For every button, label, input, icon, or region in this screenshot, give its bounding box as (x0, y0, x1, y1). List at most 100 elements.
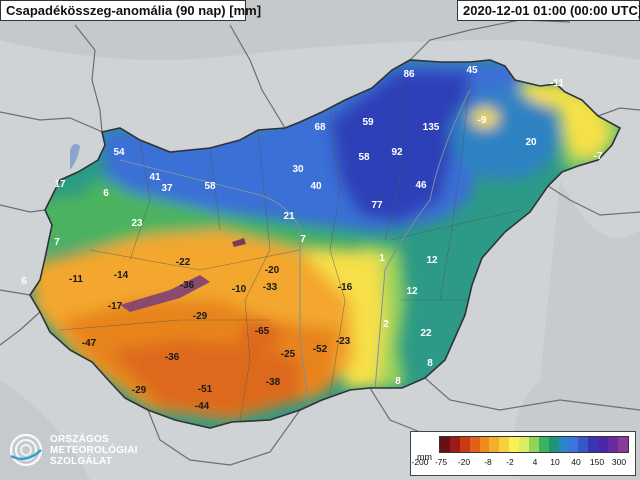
station-value: -11 (69, 274, 83, 285)
station-value: -33 (263, 282, 278, 293)
logo-line-2: METEOROLÓGIAI (50, 445, 138, 456)
station-value: -29 (193, 311, 208, 322)
station-value: 40 (310, 181, 322, 192)
station-value: 54 (113, 147, 125, 158)
legend-ticks: -200 -75 -20 -8 -2 4 10 40 150 300 (411, 457, 629, 469)
station-value: 6 (103, 188, 109, 199)
legend-swatch (469, 437, 480, 452)
station-value: -38 (266, 377, 281, 388)
county-line (239, 129, 271, 421)
station-value: 77 (371, 200, 383, 211)
station-value: -65 (255, 326, 270, 337)
border-line (369, 387, 421, 433)
field-dark-spot (120, 275, 210, 312)
border-line (597, 107, 640, 117)
county-line (209, 147, 221, 231)
map-timestamp: 2020-12-01 01:00 (00:00 UTC) (457, 0, 640, 21)
station-value: 68 (314, 122, 326, 133)
river-tisza (374, 89, 471, 391)
station-value: -9 (478, 115, 487, 126)
field-dark-spot (232, 238, 246, 247)
border-line (424, 377, 640, 411)
county-line (384, 75, 401, 241)
county-line (59, 319, 270, 331)
omsz-logo-text: ORSZÁGOS METEOROLÓGIAI SZOLGÁLAT (50, 434, 138, 467)
station-value: -51 (198, 384, 213, 395)
legend-swatch (558, 437, 569, 452)
station-value: -20 (265, 265, 280, 276)
field-slightly-dry (520, 80, 610, 158)
legend-tick-label: -20 (457, 457, 471, 467)
station-value: 46 (415, 180, 427, 191)
station-value: 58 (204, 181, 216, 192)
legend-swatch (618, 437, 628, 452)
legend-swatch (538, 437, 549, 452)
legend-swatch (449, 437, 460, 452)
station-value: -36 (165, 352, 180, 363)
border-line (0, 311, 41, 346)
legend-swatch (519, 437, 530, 452)
logo-line-1: ORSZÁGOS (50, 434, 109, 445)
legend-swatch (608, 437, 619, 452)
station-value: 41 (149, 172, 161, 183)
station-value: -16 (338, 282, 353, 293)
station-value: 135 (423, 122, 440, 133)
station-value: -29 (132, 385, 147, 396)
county-borders (59, 75, 521, 421)
border-line (147, 409, 301, 466)
field-near-normal (85, 180, 125, 210)
station-value: -14 (114, 270, 129, 281)
legend-tick-label: 40 (571, 457, 581, 467)
field-slightly-dry (471, 108, 499, 128)
legend-swatch (499, 437, 510, 452)
station-value: 92 (391, 147, 403, 158)
station-value: 59 (362, 117, 374, 128)
county-line (389, 209, 521, 241)
legend-swatch (459, 437, 470, 452)
station-value: 2 (383, 319, 389, 330)
legend-unit: mm (417, 452, 432, 462)
legend-swatch (598, 437, 609, 452)
color-legend: mm -200 -75 -20 -8 -2 4 10 40 150 300 (410, 431, 636, 476)
county-line (129, 139, 151, 261)
station-value: -44 (195, 401, 210, 412)
border-line (0, 289, 31, 296)
station-value: 12 (426, 255, 438, 266)
legend-swatch (568, 437, 579, 452)
station-value: -10 (232, 284, 247, 295)
legend-tick-label: 150 (589, 457, 605, 467)
station-value: 20 (525, 137, 537, 148)
legend-tick-label: 4 (532, 457, 538, 467)
station-value: -22 (176, 257, 191, 268)
legend-swatch (479, 437, 490, 452)
legend-swatch (578, 437, 589, 452)
station-value: 21 (283, 211, 295, 222)
legend-tick-label: -8 (484, 457, 492, 467)
legend-swatch (440, 437, 450, 452)
neighbour-borders (0, 19, 640, 466)
omsz-logo-icon (9, 433, 43, 467)
station-value: 7 (54, 237, 60, 248)
legend-tick-label: 10 (550, 457, 560, 467)
station-value: 1 (379, 253, 385, 264)
station-value: -23 (336, 336, 351, 347)
field-near-normal (30, 190, 400, 270)
station-value: -17 (108, 301, 123, 312)
hungary-border (29, 59, 622, 429)
county-line (439, 79, 471, 301)
legend-tick-label: -200 (411, 457, 429, 467)
station-value: 86 (403, 69, 415, 80)
station-value: -11 (550, 78, 564, 89)
legend-swatch (588, 437, 599, 452)
border-line (547, 185, 640, 216)
station-value: 45 (466, 65, 478, 76)
logo-line-3: SZOLGÁLAT (50, 456, 113, 467)
station-value: 7 (300, 234, 306, 245)
station-value: -47 (82, 338, 97, 349)
legend-tick-label: -75 (434, 457, 448, 467)
border-line (0, 111, 103, 133)
station-value: 30 (292, 164, 304, 175)
field-driest (238, 320, 282, 350)
